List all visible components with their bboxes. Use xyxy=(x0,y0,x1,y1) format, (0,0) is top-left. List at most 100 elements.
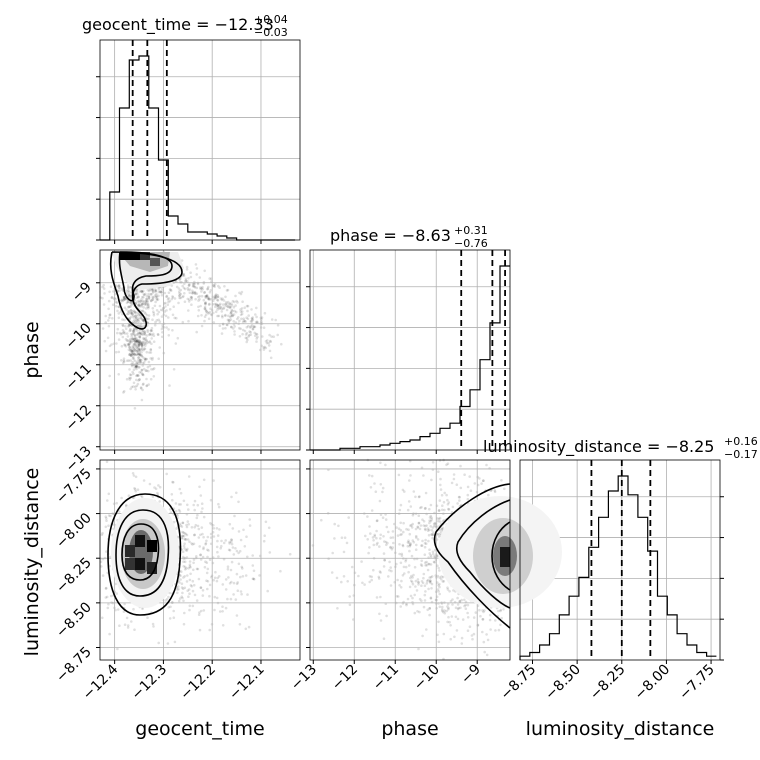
scatter-point xyxy=(398,553,401,556)
scatter-point xyxy=(116,648,119,651)
density-cell xyxy=(135,535,145,547)
scatter-point xyxy=(252,578,255,581)
scatter-point xyxy=(203,479,206,482)
scatter-point xyxy=(402,531,405,534)
scatter-point xyxy=(456,629,459,632)
x-axis-label-luminosity-distance: luminosity_distance xyxy=(526,718,715,740)
scatter-point xyxy=(230,538,233,541)
scatter-point xyxy=(230,326,233,329)
scatter-point xyxy=(467,616,470,619)
scatter-point xyxy=(208,303,211,306)
scatter-point xyxy=(105,526,108,529)
scatter-point xyxy=(209,558,212,561)
scatter-point xyxy=(231,309,234,312)
scatter-point xyxy=(107,607,110,610)
scatter-point xyxy=(221,316,224,319)
scatter-point xyxy=(266,342,269,345)
scatter-point xyxy=(121,318,124,321)
scatter-point xyxy=(229,312,232,315)
scatter-point xyxy=(463,605,466,608)
scatter-point xyxy=(138,342,141,345)
scatter-point xyxy=(176,592,179,595)
scatter-point xyxy=(425,492,428,495)
scatter-point xyxy=(451,603,454,606)
scatter-point xyxy=(217,306,220,309)
scatter-point xyxy=(208,318,211,321)
y-axis-label-luminosity-distance: luminosity_distance xyxy=(21,468,43,657)
scatter-point xyxy=(274,319,277,322)
scatter-point xyxy=(396,595,399,598)
scatter-point xyxy=(128,368,131,371)
scatter-point xyxy=(150,293,153,296)
scatter-point xyxy=(217,299,220,302)
scatter-point xyxy=(172,314,175,317)
scatter-point xyxy=(411,523,414,526)
scatter-point xyxy=(147,293,150,296)
scatter-point xyxy=(441,504,444,507)
scatter-point xyxy=(403,490,406,493)
scatter-point xyxy=(246,337,249,340)
scatter-point xyxy=(372,539,375,542)
scatter-point xyxy=(219,547,222,550)
scatter-point xyxy=(110,343,113,346)
scatter-point xyxy=(409,533,412,536)
scatter-point xyxy=(199,553,202,556)
scatter-point xyxy=(136,361,139,364)
scatter-point xyxy=(237,589,240,592)
scatter-point xyxy=(417,581,420,584)
title-luminosity-distance-plus: +0.16 xyxy=(724,435,758,448)
scatter-point xyxy=(449,624,452,627)
scatter-point xyxy=(158,500,161,503)
scatter-point xyxy=(222,624,225,627)
scatter-point xyxy=(102,327,105,330)
scatter-point xyxy=(473,616,476,619)
scatter-point xyxy=(441,606,444,609)
scatter-point xyxy=(150,351,153,354)
scatter-point xyxy=(171,499,174,502)
scatter-point xyxy=(242,529,245,532)
scatter-point xyxy=(146,351,149,354)
scatter-point xyxy=(341,536,344,539)
scatter-point xyxy=(255,340,258,343)
scatter-point xyxy=(216,580,219,583)
x-tick-label-phase: −12 xyxy=(329,662,361,694)
scatter-point xyxy=(144,342,147,345)
scatter-point xyxy=(395,526,398,529)
scatter-point xyxy=(448,621,451,624)
scatter-point xyxy=(420,506,423,509)
scatter-point xyxy=(222,327,225,330)
scatter-point xyxy=(120,497,123,500)
scatter-point xyxy=(165,309,168,312)
scatter-point xyxy=(209,584,212,587)
scatter-point xyxy=(221,299,224,302)
scatter-point xyxy=(118,338,121,341)
scatter-point xyxy=(347,516,350,519)
scatter-point xyxy=(141,341,144,344)
scatter-point xyxy=(245,628,248,631)
scatter-point xyxy=(153,486,156,489)
x-tick-label-luminosity-distance: −8.75 xyxy=(498,662,540,704)
scatter-point xyxy=(206,294,209,297)
scatter-point xyxy=(165,326,168,329)
scatter-point xyxy=(148,305,151,308)
scatter-point xyxy=(425,628,428,631)
scatter-point xyxy=(152,496,155,499)
scatter-point xyxy=(451,598,454,601)
scatter-point xyxy=(420,560,423,563)
scatter-point xyxy=(400,580,403,583)
scatter-point xyxy=(191,526,194,529)
scatter-point xyxy=(116,332,119,335)
scatter-point xyxy=(107,337,110,340)
scatter-point xyxy=(372,569,375,572)
scatter-point xyxy=(181,582,184,585)
scatter-point xyxy=(447,462,450,465)
scatter-point xyxy=(336,607,339,610)
scatter-point xyxy=(194,286,197,289)
scatter-point xyxy=(142,319,145,322)
scatter-point xyxy=(478,609,481,612)
scatter-point xyxy=(225,607,228,610)
scatter-point xyxy=(172,610,175,613)
scatter-point xyxy=(421,635,424,638)
scatter-point xyxy=(139,305,142,308)
scatter-point xyxy=(234,295,237,298)
